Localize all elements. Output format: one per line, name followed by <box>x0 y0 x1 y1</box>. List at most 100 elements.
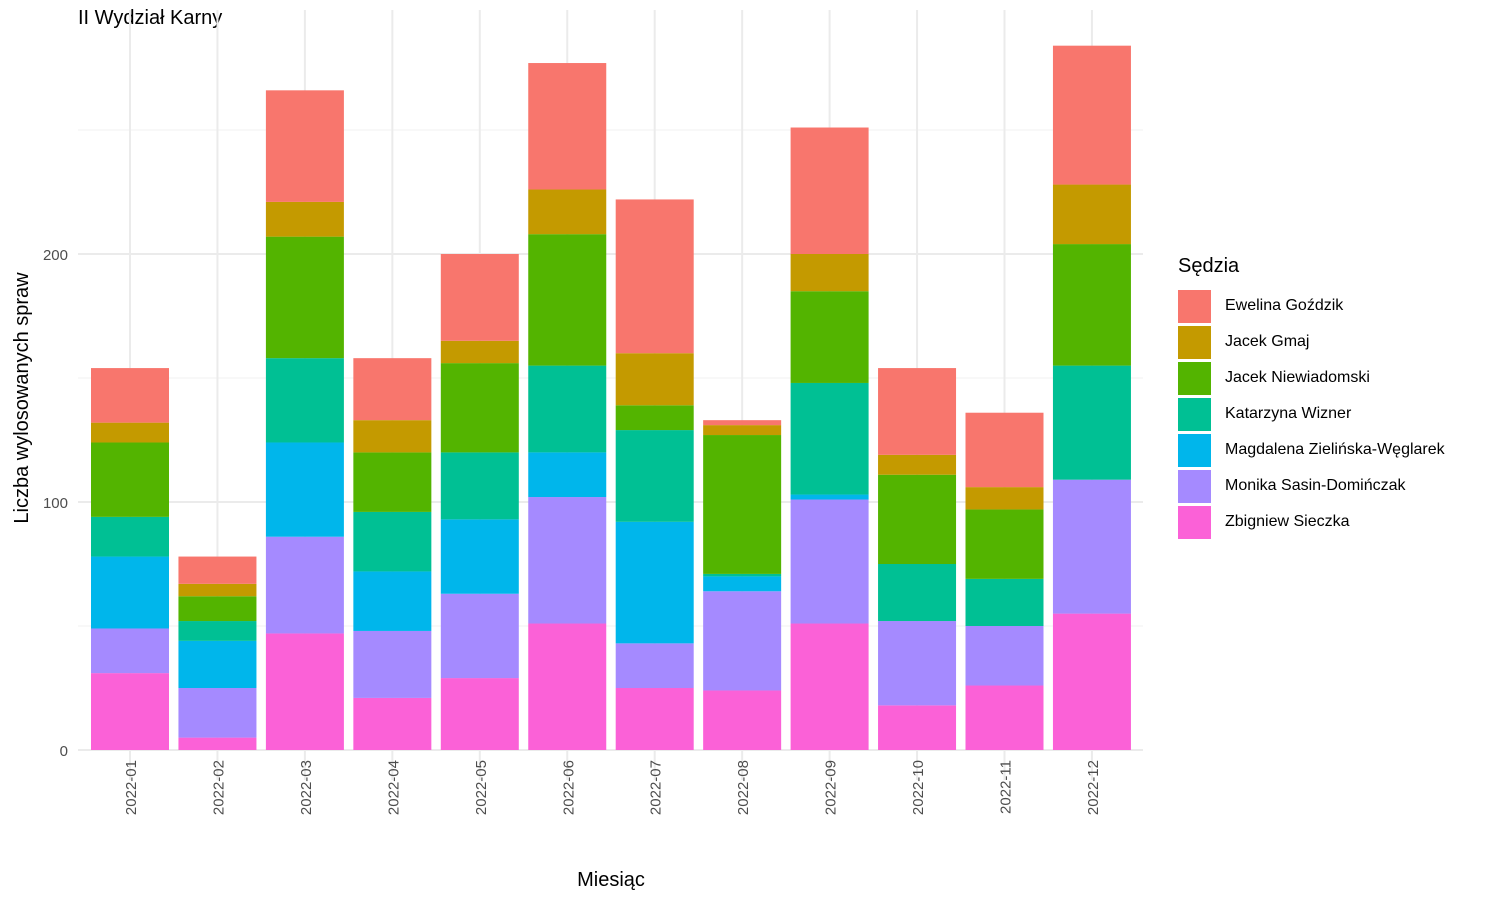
bar-segment <box>178 621 257 641</box>
legend-item: Ewelina Goździk <box>1178 288 1445 324</box>
x-tick-label: 2022-01 <box>123 760 140 815</box>
bar-segment <box>703 435 782 574</box>
legend-items: Ewelina Goździk Jacek Gmaj Jacek Niewiadom… <box>1178 288 1445 540</box>
bar-segment <box>703 425 782 436</box>
bar-segment <box>1052 244 1131 366</box>
legend-swatch <box>1178 433 1211 467</box>
legend-label: Katarzyna Wizner <box>1225 405 1352 422</box>
y-tick-label: 200 <box>43 247 68 264</box>
bar-segment <box>353 452 432 512</box>
legend-item: Monika Sasin-Domińczak <box>1178 468 1445 504</box>
bar-segment <box>615 199 694 354</box>
bar-segment <box>790 499 869 624</box>
legend: Sędzia Ewelina Goździk Jacek Gmaj Jacek Ni… <box>1178 255 1445 540</box>
x-tick-label: 2022-07 <box>648 760 665 815</box>
bar-segment <box>790 623 869 750</box>
legend-swatch <box>1178 469 1211 503</box>
legend-item: Jacek Niewiadomski <box>1178 360 1445 396</box>
bar-segment <box>91 556 169 629</box>
legend-label: Jacek Gmaj <box>1225 333 1310 350</box>
legend-swatch <box>1178 505 1211 539</box>
bar-segment <box>528 623 607 750</box>
bar-segment <box>1052 45 1131 185</box>
bar-segment <box>440 452 519 520</box>
x-tick-label: 2022-10 <box>910 760 927 815</box>
bar-segment <box>91 673 169 750</box>
bar-segment <box>615 688 694 750</box>
x-tick-label: 2022-11 <box>998 760 1015 814</box>
bar-segment <box>178 688 257 738</box>
bar-segment <box>440 593 519 679</box>
x-tick-label: 2022-12 <box>1085 760 1102 815</box>
bar-segment <box>528 365 607 453</box>
x-tick-label: 2022-03 <box>298 760 315 815</box>
bar-segment <box>965 578 1044 626</box>
bar-segment <box>790 291 869 383</box>
bar-segment <box>615 353 694 406</box>
bar-segment <box>353 571 432 631</box>
bar-segment <box>440 254 519 341</box>
legend-title: Sędzia <box>1178 255 1240 277</box>
bar-segment <box>615 521 694 644</box>
bar-segment <box>878 454 957 475</box>
bar-segment <box>1052 184 1131 245</box>
y-axis-title: Liczba wylosowanych spraw <box>11 272 33 524</box>
legend-item: Magdalena Zielińska-Węglarek <box>1178 432 1445 468</box>
bar-segment <box>703 573 782 577</box>
bar-segment <box>528 63 607 190</box>
x-axis-title: Miesiąc <box>577 869 645 891</box>
bar-segment <box>353 511 432 572</box>
x-tick-label: 2022-08 <box>735 760 752 815</box>
x-tick-label: 2022-02 <box>210 760 227 815</box>
chart-title: II Wydział Karny <box>78 7 223 29</box>
bar-segment <box>703 576 782 592</box>
bar-segment <box>528 189 607 235</box>
bar-segment <box>790 382 869 495</box>
bar-segment <box>878 621 957 706</box>
legend-item: Zbigniew Sieczka <box>1178 504 1445 540</box>
bar-segment <box>703 591 782 691</box>
bar-segment <box>440 678 519 750</box>
bar-segment <box>91 422 169 443</box>
bar-segment <box>790 127 869 254</box>
bar-segment <box>703 420 782 426</box>
bar-segment <box>615 430 694 522</box>
legend-label: Zbigniew Sieczka <box>1225 513 1350 530</box>
legend-item: Jacek Gmaj <box>1178 324 1445 360</box>
x-tick-label: 2022-09 <box>823 760 840 815</box>
bar-segment <box>965 509 1044 579</box>
legend-swatch <box>1178 289 1211 323</box>
legend-label: Magdalena Zielińska-Węglarek <box>1225 441 1445 458</box>
bar-segment <box>178 556 257 584</box>
bar-segment <box>265 442 344 537</box>
bar-segment <box>965 412 1044 488</box>
bar-segment <box>265 236 344 359</box>
bar-segment <box>440 340 519 364</box>
bar-segment <box>91 368 169 423</box>
legend-item: Katarzyna Wizner <box>1178 396 1445 432</box>
bar-segment <box>353 630 432 698</box>
bar-segment <box>178 640 257 688</box>
bar-segment <box>1052 613 1131 750</box>
bar-segment <box>265 358 344 443</box>
bar-segment <box>965 626 1044 686</box>
legend-label: Monika Sasin-Domińczak <box>1225 477 1406 494</box>
bar-segment <box>1052 365 1131 480</box>
bar-segment <box>440 519 519 594</box>
bar-segment <box>703 690 782 750</box>
bar-segment <box>790 494 869 500</box>
bar-segment <box>178 583 257 597</box>
y-tick-labels: 0 100 200 <box>43 247 68 760</box>
bar-segment <box>178 737 257 750</box>
y-tick-label: 100 <box>43 495 68 512</box>
bar-segment <box>615 643 694 688</box>
x-tick-label: 2022-04 <box>385 760 402 815</box>
bar-segment <box>91 442 169 517</box>
x-tick-label: 2022-06 <box>560 760 577 815</box>
bar-segment <box>265 536 344 634</box>
bars-group <box>91 45 1131 750</box>
bar-segment <box>353 420 432 453</box>
y-tick-label: 0 <box>60 743 68 760</box>
bar-segment <box>178 596 257 622</box>
